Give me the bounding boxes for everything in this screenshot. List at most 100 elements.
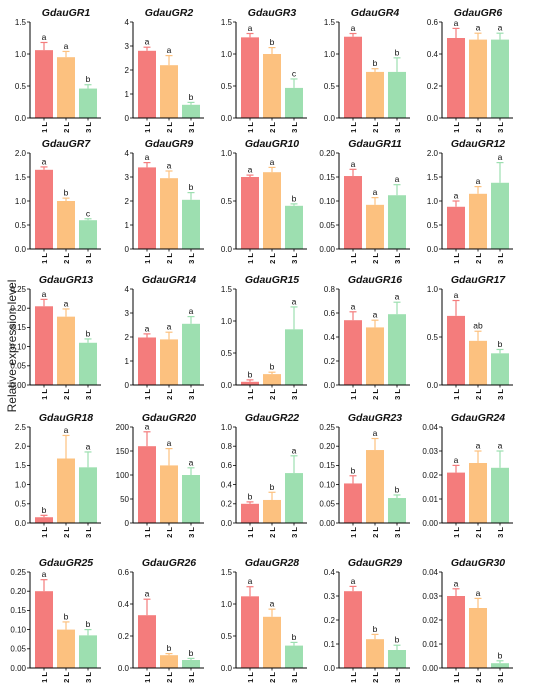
x-tick-label: 3 L [393, 389, 402, 400]
chart-panel: GdauGR1 a 1 L a 2 L b 3 L 0.0 0.5 1.0 1.5 [15, 7, 101, 133]
bar [366, 639, 384, 668]
x-tick-label: 1 L [40, 122, 49, 133]
y-tick-label: 0.10 [10, 342, 26, 351]
bar [469, 608, 487, 668]
y-tick-label: 3 [125, 173, 130, 182]
y-tick-label: 0.15 [10, 323, 26, 332]
bar [57, 458, 75, 523]
bar [241, 37, 259, 118]
bar [447, 596, 465, 668]
x-tick-label: 2 L [62, 389, 71, 400]
y-tick-label: 4 [125, 18, 130, 27]
y-tick-label: 0.4 [427, 50, 439, 59]
y-tick-label: 0.0 [221, 114, 233, 123]
significance-label: ab [473, 321, 483, 331]
significance-label: b [64, 188, 69, 198]
significance-label: a [351, 301, 356, 311]
bar [469, 463, 487, 523]
y-tick-label: 1 [125, 90, 130, 99]
chart-title: GdauGR15 [245, 274, 299, 286]
significance-label: a [373, 428, 378, 438]
significance-label: a [395, 292, 400, 302]
y-tick-label: 3 [125, 42, 130, 51]
chart-title: GdauGR16 [348, 274, 402, 286]
chart-panel: GdauGR13 a 1 L a 2 L b 3 L 0.00 0.05 0.10 0.15 0.20… [10, 274, 101, 400]
chart-title: GdauGR11 [348, 138, 402, 150]
y-tick-label: 0.03 [422, 447, 438, 456]
y-tick-label: 0.20 [10, 587, 26, 596]
bar [263, 374, 281, 385]
x-tick-label: 3 L [393, 672, 402, 683]
y-tick-label: 0.0 [221, 381, 233, 390]
y-tick-label: 1.0 [15, 480, 27, 489]
chart-title: GdauGR3 [248, 7, 297, 19]
y-tick-label: 0.04 [422, 423, 438, 432]
chart-title: GdauGR13 [39, 274, 93, 286]
chart-title: GdauGR12 [451, 138, 505, 150]
significance-label: a [373, 310, 378, 320]
x-tick-label: 1 L [40, 672, 49, 683]
y-tick-label: 1 [125, 357, 130, 366]
bar [366, 204, 384, 249]
bar [160, 178, 178, 249]
bar [57, 57, 75, 118]
significance-label: a [42, 289, 47, 299]
x-tick-label: 2 L [371, 253, 380, 264]
x-tick-label: 2 L [268, 122, 277, 133]
significance-label: b [189, 182, 194, 192]
x-tick-label: 3 L [84, 122, 93, 133]
significance-label: b [248, 369, 253, 379]
x-tick-label: 1 L [452, 672, 461, 683]
y-tick-label: 1.5 [15, 461, 27, 470]
y-tick-label: 0.5 [221, 349, 233, 358]
y-tick-label: 0.0 [324, 381, 336, 390]
chart-panel: GdauGR17 a 1 L ab 2 L b 3 L 0.0 0.5 1.0 [427, 274, 513, 400]
y-tick-label: 0.00 [10, 664, 26, 673]
y-tick-label: 2.5 [15, 423, 27, 432]
chart-panel: GdauGR4 a 1 L b 2 L b 3 L 0.0 0.5 1.0 1.5 [324, 7, 410, 133]
y-tick-label: 1.0 [324, 50, 336, 59]
x-tick-label: 2 L [371, 389, 380, 400]
y-tick-label: 1.0 [221, 317, 233, 326]
chart-panel: GdauGR16 a 1 L a 2 L a 3 L 0.0 0.2 0.4 0.6 0.8 [324, 274, 410, 400]
y-tick-label: 0.02 [422, 616, 438, 625]
y-tick-label: 1.5 [15, 18, 27, 27]
y-tick-label: 0.0 [15, 519, 27, 528]
chart-title: GdauGR18 [39, 412, 93, 424]
y-tick-label: 0.05 [10, 362, 26, 371]
bar [447, 472, 465, 523]
chart-title: GdauGR1 [42, 7, 91, 19]
y-tick-label: 4 [125, 285, 130, 294]
bar [138, 50, 156, 118]
y-tick-label: 100 [116, 471, 130, 480]
y-tick-label: 0.0 [324, 664, 336, 673]
y-tick-label: 1.5 [221, 285, 233, 294]
y-tick-label: 1.0 [221, 149, 233, 158]
y-tick-label: 0.0 [324, 114, 336, 123]
bar [160, 339, 178, 385]
significance-label: b [270, 362, 275, 372]
y-tick-label: 0.00 [10, 381, 26, 390]
significance-label: a [42, 569, 47, 579]
significance-label: b [189, 648, 194, 658]
x-tick-label: 2 L [62, 527, 71, 538]
significance-label: b [86, 328, 91, 338]
y-tick-label: 0.6 [221, 461, 233, 470]
bar [388, 650, 406, 668]
significance-label: c [292, 68, 297, 78]
y-tick-label: 0.10 [319, 480, 335, 489]
y-tick-label: 0.05 [319, 221, 335, 230]
significance-label: b [498, 339, 503, 349]
chart-panel: GdauGR2 a 1 L a 2 L b 3 L 0 1 2 3 4 [125, 7, 204, 133]
y-tick-label: 3 [125, 309, 130, 318]
x-tick-label: 2 L [268, 672, 277, 683]
bar [79, 220, 97, 249]
chart-panel: GdauGR22 b 1 L b 2 L a 3 L 0.0 0.2 0.4 0.6 0.8 1.0 [221, 412, 307, 538]
significance-label: b [64, 611, 69, 621]
chart-title: GdauGR29 [348, 557, 402, 569]
chart-title: GdauGR2 [145, 7, 194, 19]
bar [241, 381, 259, 385]
y-tick-label: 0.3 [324, 592, 336, 601]
